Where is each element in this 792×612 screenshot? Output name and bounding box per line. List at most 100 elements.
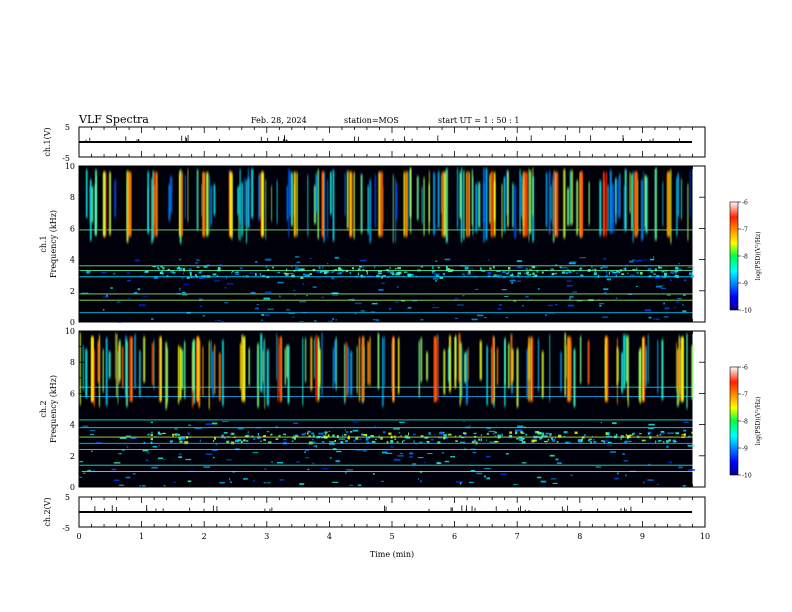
burst-stroke [647, 334, 649, 384]
burst-stroke [599, 180, 602, 236]
burst-stroke [627, 338, 629, 401]
band-speck [435, 274, 440, 277]
noise-speck [354, 313, 357, 315]
y-tick-label: 6 [70, 389, 75, 398]
burst-stroke [151, 342, 154, 386]
burst-stroke [313, 185, 317, 224]
burst-stroke [287, 345, 290, 404]
waveform-ch1-spikes [85, 135, 681, 143]
band-speck [226, 440, 230, 444]
burst-stroke [478, 182, 481, 228]
burst-stroke [676, 177, 678, 236]
band-speck [312, 438, 314, 441]
strong-burst [155, 172, 158, 237]
burst-stroke [607, 185, 609, 231]
noise-speck [567, 304, 574, 307]
band-speck [329, 441, 331, 443]
band-speck [294, 437, 296, 441]
strong-burst [358, 337, 361, 402]
noise-speck [509, 279, 516, 282]
strong-burst [180, 172, 183, 237]
noise-speck [678, 466, 683, 469]
band-speck [578, 439, 583, 442]
strong-burst [554, 172, 558, 237]
noise-speck [505, 453, 509, 455]
band-speck [662, 440, 665, 444]
band-speck [283, 433, 286, 435]
burst-stroke [529, 170, 532, 234]
burst-stroke [310, 337, 313, 391]
strong-burst [634, 172, 637, 237]
noise-speck [212, 456, 215, 459]
burst-stroke [264, 338, 266, 409]
noise-speck [682, 294, 686, 296]
band-speck [661, 271, 665, 273]
band-speck [533, 439, 536, 442]
burst-stroke [177, 345, 180, 404]
noise-speck [256, 303, 259, 305]
noise-speck [334, 256, 340, 259]
band-speck [365, 437, 369, 441]
burst-stroke [465, 350, 468, 405]
band-speck [285, 268, 288, 272]
noise-speck [579, 257, 586, 259]
band-speck [487, 275, 491, 278]
burst-stroke [504, 339, 506, 407]
band-speck [291, 274, 295, 278]
burst-stroke [251, 168, 254, 219]
noise-speck [312, 286, 317, 288]
noise-speck [648, 427, 655, 430]
band-speck [609, 270, 613, 273]
burst-stroke [616, 338, 618, 405]
noise-speck [622, 453, 625, 455]
strong-burst [91, 337, 94, 402]
band-speck [150, 433, 154, 437]
burst-stroke [662, 181, 664, 227]
strong-burst [129, 172, 132, 237]
band-speck [402, 440, 404, 444]
band-speck [237, 439, 242, 441]
band-speck [396, 441, 399, 444]
burst-stroke [496, 347, 499, 386]
band-speck [390, 439, 394, 443]
y-tick-label: 10 [65, 162, 75, 171]
band-speck [675, 432, 679, 435]
band-speck [366, 270, 368, 273]
burst-stroke [623, 334, 626, 389]
band-speck [268, 441, 272, 444]
band-speck [328, 430, 331, 433]
noise-speck [278, 281, 284, 284]
y-tick-label: 8 [70, 358, 75, 367]
noise-speck [126, 446, 129, 448]
burst-stroke [443, 349, 446, 395]
burst-stroke [213, 344, 216, 395]
band-speck [551, 273, 554, 276]
noise-speck [91, 450, 93, 452]
strong-burst [241, 337, 244, 402]
noise-speck [229, 478, 231, 481]
noise-speck [370, 311, 376, 313]
band-speck [659, 434, 662, 436]
burst-stroke [89, 179, 92, 241]
band-speck [182, 268, 185, 271]
burst-stroke [519, 169, 521, 234]
burst-stroke [645, 176, 648, 234]
noise-speck [119, 437, 127, 439]
band-speck [407, 274, 412, 277]
noise-speck [441, 452, 445, 454]
noise-speck [181, 291, 186, 294]
band-speck [666, 440, 669, 443]
band-speck [338, 267, 341, 270]
colorbar-tick-label: -9 [742, 281, 748, 288]
band-speck [172, 435, 174, 437]
noise-speck [483, 475, 486, 478]
noise-speck [288, 312, 296, 314]
noise-speck [476, 472, 483, 475]
strong-burst [160, 337, 162, 402]
strong-burst [153, 172, 155, 237]
noise-speck [219, 263, 223, 265]
band-speck [447, 433, 452, 436]
noise-speck [635, 285, 638, 287]
noise-speck [138, 304, 146, 307]
noise-speck [599, 303, 605, 305]
